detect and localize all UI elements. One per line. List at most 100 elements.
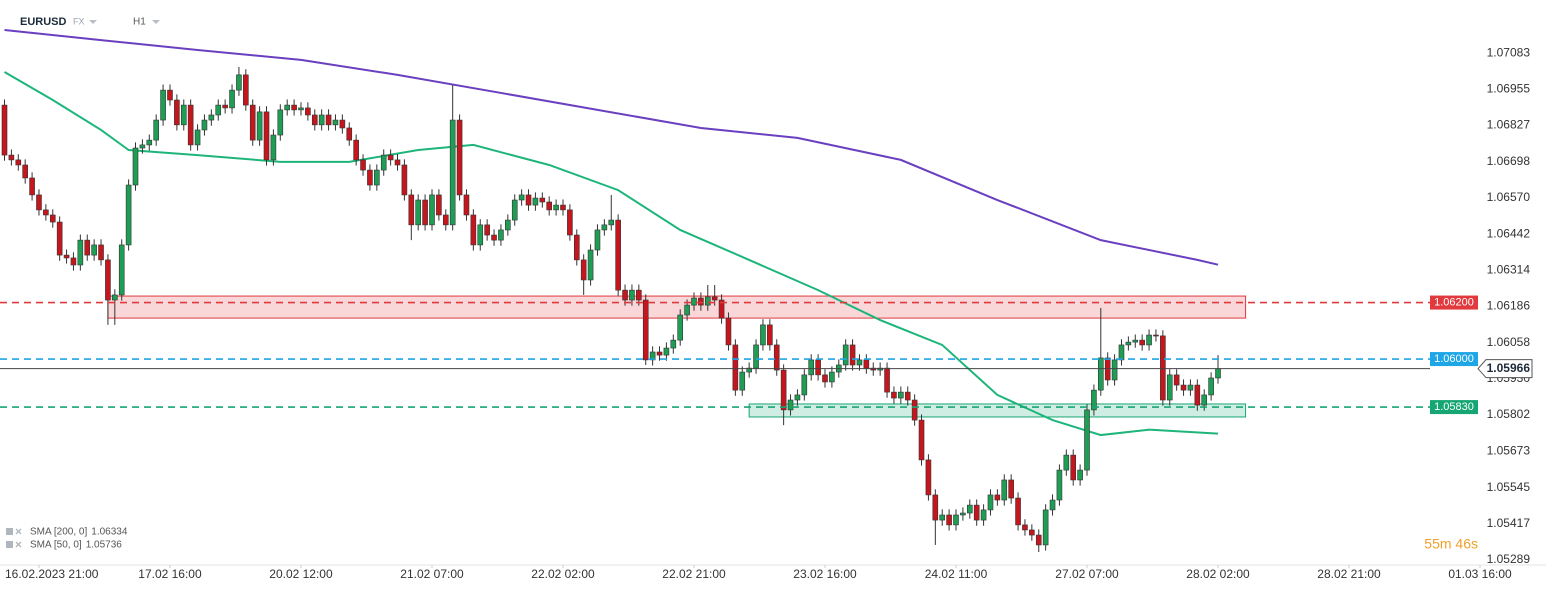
- sma-line: [3, 71, 1219, 437]
- candle-body: [987, 494, 994, 511]
- candle-body: [29, 177, 35, 196]
- candle-body: [194, 129, 201, 146]
- candle-body: [180, 104, 187, 126]
- candle-body: [284, 104, 290, 111]
- y-tick-label: 1.05289: [1487, 552, 1531, 566]
- market: FX: [73, 16, 85, 26]
- candle-body: [760, 324, 766, 346]
- legend-name: SMA [200, 0]: [30, 527, 87, 538]
- candle-body: [380, 154, 387, 171]
- candle-body: [153, 119, 159, 141]
- candle-body: [829, 371, 835, 383]
- candle-body: [1049, 499, 1056, 511]
- level-label: 1.05830: [1434, 401, 1474, 413]
- candle-body: [973, 504, 980, 521]
- candle-body: [863, 359, 870, 369]
- candle-body: [704, 296, 711, 306]
- candle-body: [387, 154, 394, 161]
- timeframe-caret[interactable]: [152, 20, 160, 24]
- market-caret[interactable]: [89, 20, 97, 24]
- level-label: 1.06200: [1434, 296, 1474, 308]
- y-tick-label: 1.05673: [1487, 444, 1531, 458]
- candle-body: [539, 197, 546, 203]
- candle-body: [498, 229, 504, 241]
- candle-body: [222, 104, 228, 109]
- candle-body: [339, 119, 346, 129]
- candle-body: [77, 239, 84, 266]
- candle-body: [1042, 509, 1049, 546]
- candle-body: [767, 324, 773, 346]
- candle-body: [360, 159, 366, 171]
- candle-body: [939, 514, 946, 521]
- candle-body: [525, 194, 532, 206]
- level-label-box: [1430, 352, 1478, 367]
- candle-body: [753, 344, 759, 369]
- candle-body: [243, 74, 249, 106]
- candle-body: [215, 104, 222, 116]
- x-tick-label: 24.02 11:00: [925, 567, 988, 581]
- candle-body: [856, 359, 863, 366]
- candle-body: [277, 109, 284, 136]
- candle-body: [884, 367, 890, 393]
- candle-body: [560, 204, 566, 211]
- candle-body: [1111, 359, 1118, 381]
- candle-body: [346, 127, 353, 141]
- x-tick-label: 28.02 02:00: [1186, 567, 1250, 581]
- candle-body: [946, 514, 952, 526]
- candle-body: [477, 224, 484, 246]
- candle-body: [822, 374, 828, 383]
- candle-body: [994, 494, 1001, 501]
- candle-body: [677, 314, 684, 341]
- x-tick-label: 27.02 07:00: [1055, 567, 1119, 581]
- y-tick-label: 1.06058: [1487, 335, 1531, 349]
- level-label-box: [1430, 295, 1478, 310]
- candle-body: [8, 154, 15, 161]
- candle-body: [711, 296, 718, 301]
- candle-body: [1194, 384, 1201, 406]
- symbol[interactable]: EURUSD: [20, 16, 67, 28]
- candle-body: [725, 317, 732, 346]
- candle-body: [808, 359, 815, 376]
- candle-body: [22, 164, 28, 179]
- candle-body: [332, 119, 339, 126]
- candle-body: [146, 139, 153, 146]
- candle-body: [353, 139, 359, 161]
- candle-body: [187, 104, 194, 146]
- candle-body: [401, 164, 408, 196]
- timeframe[interactable]: H1: [133, 17, 146, 28]
- last-price-box: [1477, 359, 1533, 379]
- candle-body: [567, 209, 573, 236]
- candle-body: [587, 249, 594, 281]
- y-tick-label: 1.07083: [1487, 45, 1531, 59]
- candle-body: [70, 257, 77, 266]
- candle-body: [773, 344, 780, 371]
- candle-body: [98, 244, 104, 261]
- candle-body: [236, 74, 242, 91]
- candle-body: [1173, 374, 1180, 386]
- candle-body: [1084, 409, 1090, 471]
- candle-body: [470, 214, 477, 246]
- candle-body: [449, 119, 456, 226]
- candle-body: [1022, 524, 1028, 531]
- legend-value: 1.06334: [91, 527, 128, 538]
- candle-body: [125, 184, 132, 246]
- candle-body: [532, 197, 539, 206]
- candle-body: [505, 219, 511, 231]
- x-tick-label: 20.02 12:00: [269, 567, 333, 581]
- y-tick-label: 1.05802: [1487, 407, 1531, 421]
- candle-body: [436, 194, 442, 216]
- candle-body: [684, 304, 690, 316]
- candle-body: [918, 419, 925, 461]
- candle-body: [160, 89, 166, 121]
- candle-body: [139, 144, 146, 149]
- candle-body: [580, 259, 587, 281]
- candle-body: [325, 114, 332, 126]
- candle-body: [1029, 529, 1035, 536]
- countdown: 55m 46s: [1424, 536, 1478, 552]
- candle-body: [608, 219, 615, 226]
- candle-body: [1187, 384, 1194, 391]
- candle-body: [394, 159, 401, 166]
